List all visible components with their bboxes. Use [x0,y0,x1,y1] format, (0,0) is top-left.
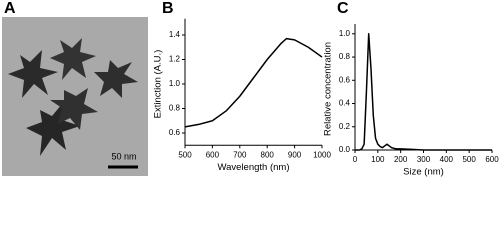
panel-label: C [337,0,349,17]
y-tick-label: 1.0 [169,79,181,88]
y-tick-label: 0.8 [339,52,351,61]
x-tick-label: 500 [178,150,192,159]
x-tick-label: 100 [371,155,385,164]
x-tick-label: 300 [417,155,431,164]
x-tick-label: 500 [462,155,476,164]
x-tick-label: 900 [288,150,302,159]
x-tick-label: 600 [206,150,220,159]
x-tick-label: 600 [485,155,499,164]
particle [50,88,98,130]
y-tick-label: 0.6 [169,128,181,137]
data-line [355,33,492,151]
particle [50,38,96,80]
x-tick-label: 400 [440,155,454,164]
x-tick-label: 800 [261,150,275,159]
y-tick-label: 1.2 [169,55,181,64]
panel-label: B [162,0,174,17]
y-tick-label: 0.6 [339,75,351,84]
particle [8,50,58,98]
panel-label: A [4,0,16,17]
particle [26,104,80,156]
data-line [184,37,323,128]
y-tick-label: 0.8 [169,104,181,113]
particle [94,60,138,98]
y-axis-label: Relative concentration [323,42,334,136]
page: 50 nm A B 0.6 0.8 1.0 1.2 1.4 500 600 700 800 900 1… [0,0,500,178]
y-tick-label: 0.0 [339,145,351,154]
x-tick-label: 700 [233,150,247,159]
x-axis-label: Wavelength (nm) [218,162,290,173]
y-axis-label: Extinction (A.U.) [153,50,164,119]
x-tick-label: 200 [394,155,408,164]
x-tick-label: 1000 [313,150,331,159]
y-tick-label: 0.4 [339,99,351,108]
tem-image: 50 nm [2,17,148,176]
y-tick-label: 0.2 [339,122,351,131]
scale-bar-label: 50 nm [111,151,136,161]
x-axis-label: Size (nm) [403,167,444,178]
x-tick-label: 0 [353,155,358,164]
y-tick-label: 1.4 [169,30,181,39]
y-tick-label: 1.0 [339,29,351,38]
figure: 50 nm A B 0.6 0.8 1.0 1.2 1.4 500 600 700 800 900 1… [2,0,499,178]
